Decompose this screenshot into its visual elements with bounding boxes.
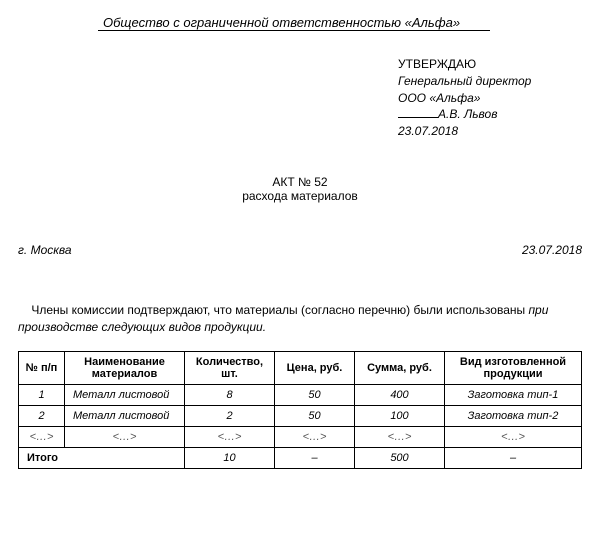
col-name: Наименование материалов	[65, 351, 185, 384]
cell-name: Металл листовой	[65, 405, 185, 426]
approve-word: УТВЕРЖДАЮ	[398, 56, 582, 73]
table-row-ellipsis: <…> <…> <…> <…> <…> <…>	[19, 426, 582, 447]
cell-dots: <…>	[355, 426, 445, 447]
cell-sum: 400	[355, 384, 445, 405]
place-date-row: г. Москва 23.07.2018	[18, 243, 582, 257]
doc-date: 23.07.2018	[522, 243, 582, 257]
total-qty: 10	[185, 447, 275, 468]
table-header-row: № п/п Наименование материалов Количество…	[19, 351, 582, 384]
table-row: 2 Металл листовой 2 50 100 Заготовка тип…	[19, 405, 582, 426]
cell-product: Заготовка тип-1	[445, 384, 582, 405]
org-name: Общество с ограниченной ответственностью…	[98, 15, 490, 31]
title-line2: расхода материалов	[18, 189, 582, 203]
place: г. Москва	[18, 243, 72, 257]
cell-sum: 100	[355, 405, 445, 426]
table-row: 1 Металл листовой 8 50 400 Заготовка тип…	[19, 384, 582, 405]
total-price: –	[275, 447, 355, 468]
cell-num: 2	[19, 405, 65, 426]
approve-company: ООО «Альфа»	[398, 90, 582, 107]
title-line1: АКТ № 52	[18, 175, 582, 189]
col-num: № п/п	[19, 351, 65, 384]
cell-dots: <…>	[185, 426, 275, 447]
approve-date: 23.07.2018	[398, 123, 582, 140]
approve-name: А.В. Львов	[438, 107, 497, 121]
cell-product: Заготовка тип-2	[445, 405, 582, 426]
intro-part1: Члены комиссии подтверждают, что материа…	[31, 303, 528, 317]
intro-indent	[18, 303, 31, 317]
total-product: –	[445, 447, 582, 468]
cell-dots: <…>	[275, 426, 355, 447]
document-title: АКТ № 52 расхода материалов	[18, 175, 582, 203]
cell-qty: 8	[185, 384, 275, 405]
cell-qty: 2	[185, 405, 275, 426]
col-qty: Количество, шт.	[185, 351, 275, 384]
cell-dots: <…>	[19, 426, 65, 447]
approve-signature-line: А.В. Львов	[398, 106, 582, 123]
cell-price: 50	[275, 384, 355, 405]
cell-dots: <…>	[445, 426, 582, 447]
total-label: Итого	[19, 447, 185, 468]
col-price: Цена, руб.	[275, 351, 355, 384]
total-sum: 500	[355, 447, 445, 468]
col-product: Вид изготовленной продукции	[445, 351, 582, 384]
col-sum: Сумма, руб.	[355, 351, 445, 384]
approval-block: УТВЕРЖДАЮ Генеральный директор ООО «Альф…	[398, 56, 582, 140]
cell-name: Металл листовой	[65, 384, 185, 405]
materials-table: № п/п Наименование материалов Количество…	[18, 351, 582, 469]
approve-position: Генеральный директор	[398, 73, 582, 90]
intro-text: Члены комиссии подтверждают, что материа…	[18, 302, 582, 336]
table-total-row: Итого 10 – 500 –	[19, 447, 582, 468]
cell-num: 1	[19, 384, 65, 405]
cell-price: 50	[275, 405, 355, 426]
cell-dots: <…>	[65, 426, 185, 447]
